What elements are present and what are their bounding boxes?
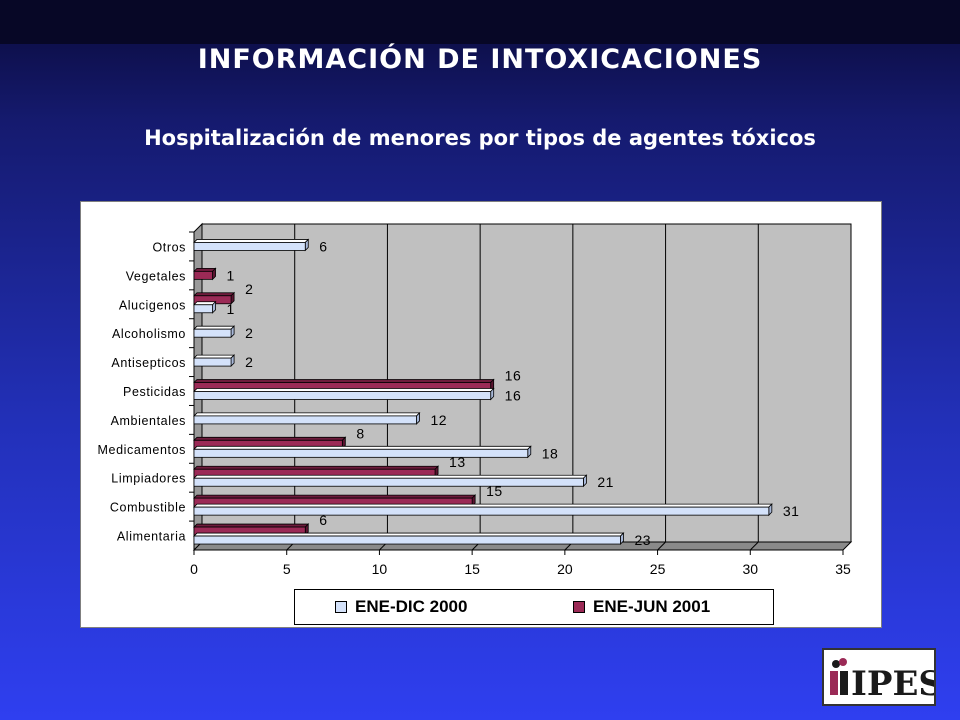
value-label-2000: 16 (505, 388, 522, 404)
legend-item-2001: ENE-JUN 2001 (573, 597, 710, 617)
value-label-2000: 21 (597, 474, 614, 490)
ipes-logo-mark: IPES (830, 658, 943, 704)
bar-top-face (193, 379, 495, 383)
page-subtitle: Hospitalización de menores por tipos de … (144, 126, 816, 150)
bar-top-face (193, 494, 477, 499)
bar-top-face (193, 292, 236, 297)
value-label-2000: 31 (783, 503, 800, 519)
bar-top-face (193, 445, 532, 450)
bar-top-face (193, 503, 773, 508)
legend-swatch-2000 (335, 601, 347, 613)
bar-top-face (193, 474, 588, 479)
value-label-2001: 6 (319, 512, 327, 528)
category-label: Antisepticos (111, 356, 186, 370)
bar-chart: 0 5 10 15 20 25 30 35 Otros 6 Vegetales 1 Alucigenos… (98, 222, 853, 577)
logo-text: IPES (851, 664, 934, 704)
gridline-floor (657, 541, 666, 551)
category-label: Limpiadores (111, 472, 186, 486)
x-tick-label: 25 (650, 561, 666, 577)
x-tick-label: 30 (742, 561, 758, 577)
page-title: INFORMACIÓN DE INTOXICACIONES (197, 44, 763, 75)
category-label: Otros (152, 240, 186, 254)
x-tick-label: 5 (283, 561, 291, 577)
value-label-2000: 12 (431, 412, 448, 428)
category-label: Alcoholismo (112, 327, 186, 341)
category-label: Alucigenos (119, 298, 186, 312)
bar-2000 (193, 357, 232, 367)
bar-top-face (193, 523, 310, 528)
bar-2000 (193, 535, 621, 545)
value-label-2000: 2 (245, 354, 253, 370)
bar-top-face (193, 436, 347, 441)
bar-2000 (193, 448, 529, 458)
bar-top-face (193, 301, 217, 306)
category-label: Alimentaria (117, 530, 186, 544)
x-tick-label: 10 (372, 561, 388, 577)
chart-container: 0 5 10 15 20 25 30 35 Otros 6 Vegetales 1 Alucigenos… (80, 201, 882, 628)
value-label-2000: 2 (245, 325, 253, 341)
value-label-2000: 6 (319, 238, 327, 254)
value-label-2001: 1 (227, 267, 235, 283)
value-label-2001: 2 (245, 281, 253, 297)
bar-2001 (193, 270, 213, 280)
category-label: Pesticidas (123, 385, 186, 399)
x-tick-label: 0 (190, 561, 198, 577)
value-label-2001: 15 (486, 483, 503, 499)
bar-top-face (193, 325, 236, 330)
bar-top-face (193, 388, 495, 392)
top-bar (0, 0, 960, 44)
value-label-2000: 18 (542, 445, 559, 461)
gridline-floor (749, 541, 759, 551)
legend-label-2001: ENE-JUN 2001 (593, 597, 711, 616)
value-label-2001: 8 (356, 425, 364, 441)
bar-2000 (193, 415, 417, 425)
bar-2000 (193, 328, 232, 338)
bar-2000 (193, 391, 492, 400)
ipes-logo: IPES (822, 648, 943, 706)
chart-legend: ENE-DIC 2000 ENE-JUN 2001 (294, 589, 774, 625)
category-label: Medicamentos (98, 443, 187, 457)
value-label-2000: 23 (634, 532, 651, 548)
category-label: Combustible (110, 501, 186, 515)
bar-top-face (193, 532, 625, 537)
legend-label-2000: ENE-DIC 2000 (355, 597, 468, 616)
bar-2000 (193, 506, 770, 516)
x-tick-label: 15 (464, 561, 480, 577)
value-label-2001: 16 (505, 368, 522, 384)
value-label-2001: 13 (449, 454, 466, 470)
legend-item-2000: ENE-DIC 2000 (335, 597, 467, 617)
value-label-2000: 1 (227, 301, 235, 317)
x-tick-label: 35 (835, 561, 851, 577)
bar-top-face (193, 267, 217, 272)
bar-2000 (193, 477, 584, 487)
bar-top-face (193, 412, 421, 417)
legend-swatch-2001 (573, 601, 585, 613)
bar-top-face (193, 239, 310, 243)
bar-top-face (193, 465, 440, 470)
bar-top-face (193, 354, 236, 359)
bar-2000 (193, 242, 306, 251)
category-label: Vegetales (126, 269, 186, 283)
bar-2000 (193, 304, 213, 314)
x-tick-label: 20 (557, 561, 573, 577)
category-label: Ambientales (111, 414, 186, 428)
